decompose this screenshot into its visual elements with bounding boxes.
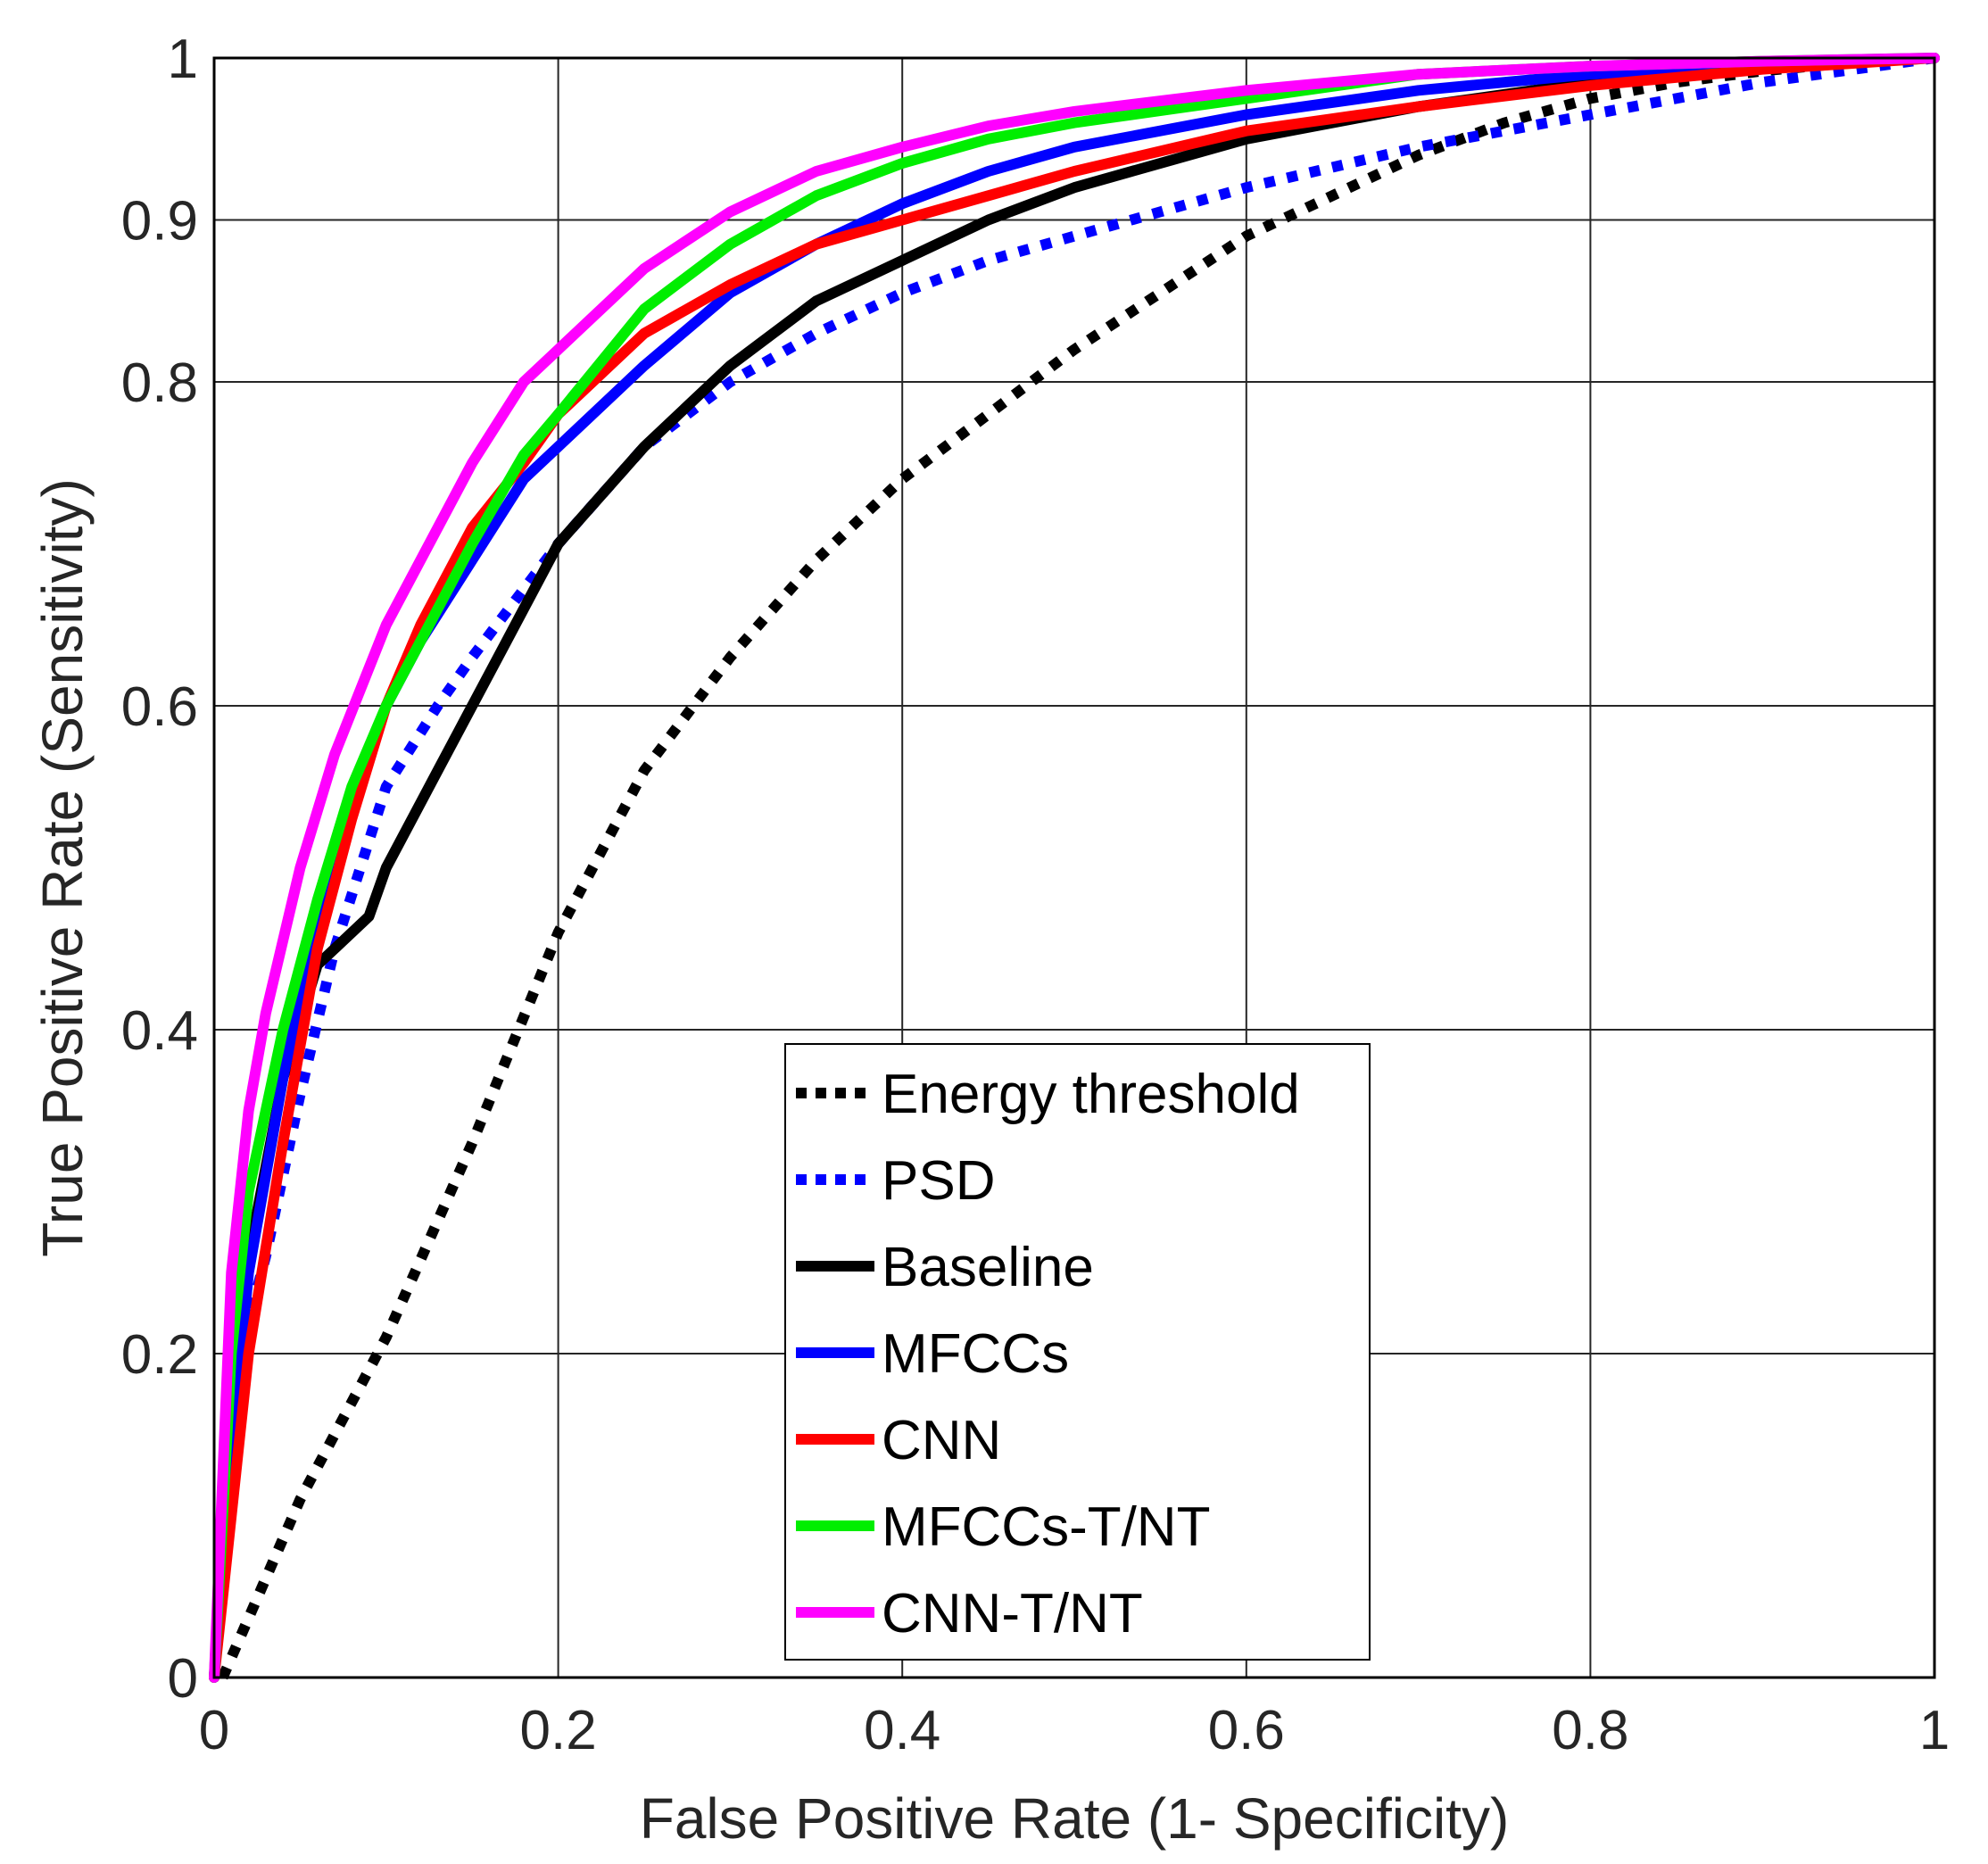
x-tick-label: 1: [1919, 1700, 1950, 1761]
legend-label: Baseline: [882, 1237, 1094, 1298]
legend: Energy threshold PSD Baseline MFCCs CNN MFCCs…: [784, 1043, 1371, 1661]
x-axis-label: False Positive Rate (1- Specificity): [640, 1786, 1510, 1851]
legend-box: [784, 1043, 1371, 1661]
legend-label: CNN: [882, 1410, 1001, 1471]
y-tick-label: 0.6: [121, 676, 198, 738]
grid: [213, 57, 1935, 1678]
y-tick-label: 0.8: [121, 352, 198, 414]
y-tick-label: 0: [168, 1648, 198, 1710]
legend-label: MFCCs-T/NT: [882, 1496, 1210, 1558]
series-line-energy-threshold: [218, 53, 1935, 1680]
x-tick-label: 0.2: [519, 1700, 596, 1761]
x-tick-label: 0: [199, 1700, 229, 1761]
series-line-mfccs: [209, 53, 1940, 1683]
x-tick-label: 0.6: [1208, 1700, 1285, 1761]
y-axis-label: True Positive Rate (Sensitivity): [30, 478, 95, 1257]
series-line-psd: [209, 53, 1935, 1678]
y-tick-label: 0.2: [121, 1324, 198, 1386]
legend-label: CNN-T/NT: [882, 1583, 1143, 1644]
series-line-cnn: [209, 53, 1940, 1683]
x-tick-label: 0.8: [1552, 1700, 1628, 1761]
y-tick-label: 0.4: [121, 1000, 198, 1062]
y-tick-label: 1: [168, 29, 198, 90]
series-layer: [209, 53, 1940, 1683]
legend-label: MFCCs: [882, 1323, 1069, 1385]
x-tick-label: 0.4: [864, 1700, 940, 1761]
y-tick-label: 0.9: [121, 191, 198, 253]
plot-frame: [212, 56, 1936, 1679]
series-line-cnn-t-nt: [209, 53, 1940, 1683]
tick-labels: 0 0.2 0.4 0.6 0.8 1 0 0.2 0.4 0.6 0.8 0.9 1: [121, 29, 1950, 1761]
legend-label: Energy threshold: [882, 1064, 1300, 1125]
legend-label: PSD: [882, 1150, 995, 1212]
